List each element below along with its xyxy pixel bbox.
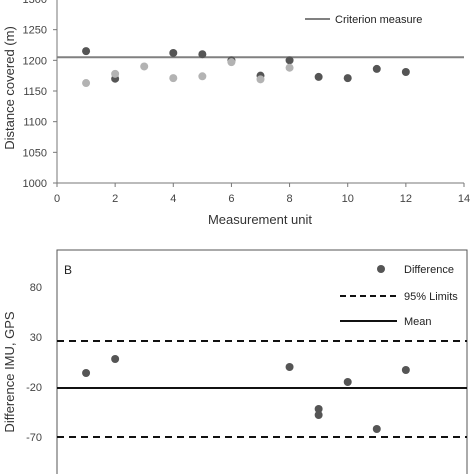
distance-y-axis-label: Distance covered (m) bbox=[2, 26, 17, 150]
distance-y-tick-label: 1050 bbox=[23, 147, 47, 159]
distance-x-axis-label: Measurement unit bbox=[208, 212, 312, 227]
difference-y-tick-label: -20 bbox=[26, 382, 42, 394]
distance-x-tick-label: 14 bbox=[458, 193, 470, 205]
distance-x-tick-label: 10 bbox=[342, 193, 354, 205]
legend-difference-label: Difference bbox=[404, 264, 454, 276]
imu-distance-point bbox=[372, 64, 381, 73]
distance-x-tick-label: 4 bbox=[170, 193, 176, 205]
difference-y-tick-label: 30 bbox=[30, 332, 42, 344]
imu-distance-point bbox=[198, 50, 207, 59]
distance-x-tick-label: 0 bbox=[54, 193, 60, 205]
imu-distance-point bbox=[169, 48, 178, 57]
panel-label-b: B bbox=[64, 263, 72, 277]
difference-point bbox=[401, 366, 410, 374]
distance-y-tick-label: 1100 bbox=[23, 117, 47, 129]
difference-point bbox=[82, 369, 91, 377]
gps-distance-point bbox=[140, 62, 149, 71]
difference-point bbox=[372, 425, 381, 433]
imu-distance-point bbox=[285, 56, 294, 65]
gps-distance-point bbox=[285, 63, 294, 72]
difference-plot-frame bbox=[56, 249, 468, 474]
difference-point bbox=[343, 378, 352, 386]
gps-distance-point bbox=[256, 75, 265, 84]
imu-distance-point bbox=[343, 74, 352, 83]
legend-limits-label: 95% Limits bbox=[404, 291, 458, 303]
imu-distance-point bbox=[401, 67, 410, 76]
difference-point bbox=[111, 355, 120, 363]
distance-y-tick-label: 1300 bbox=[23, 0, 47, 6]
gps-distance-point bbox=[169, 74, 178, 83]
distance-panel: 1000 1050 1100 1150 1200 1250 1300 0 2 4 6 8 10 12 14… bbox=[2, 0, 470, 227]
distance-x-tick-label: 6 bbox=[228, 193, 234, 205]
difference-y-tick-label: -70 bbox=[26, 432, 42, 444]
gps-distance-point bbox=[227, 58, 236, 67]
difference-point bbox=[314, 411, 323, 419]
gps-distance-point bbox=[111, 69, 120, 78]
imu-distance-point bbox=[314, 72, 323, 81]
difference-y-axis-label: Difference IMU, GPS bbox=[2, 311, 17, 432]
difference-point bbox=[285, 363, 294, 371]
legend-criterion-label: Criterion measure bbox=[335, 14, 422, 26]
distance-y-tick-label: 1150 bbox=[23, 86, 47, 98]
distance-x-tick-label: 2 bbox=[112, 193, 118, 205]
difference-y-tick-label: 80 bbox=[30, 282, 42, 294]
distance-y-tick-label: 1250 bbox=[23, 25, 47, 37]
legend-difference-marker bbox=[377, 265, 385, 273]
difference-panel: B -70 -20 30 80 Difference IMU, GPS Differe… bbox=[2, 249, 468, 474]
distance-y-tick-label: 1200 bbox=[23, 55, 47, 67]
distance-x-tick-label: 12 bbox=[400, 193, 412, 205]
distance-x-tick-label: 8 bbox=[287, 193, 293, 205]
imu-distance-point bbox=[82, 47, 91, 56]
difference-point bbox=[314, 405, 323, 413]
gps-distance-point bbox=[82, 79, 91, 88]
distance-y-tick-label: 1000 bbox=[23, 178, 47, 190]
legend-mean-label: Mean bbox=[404, 316, 432, 328]
gps-distance-point bbox=[198, 72, 207, 81]
